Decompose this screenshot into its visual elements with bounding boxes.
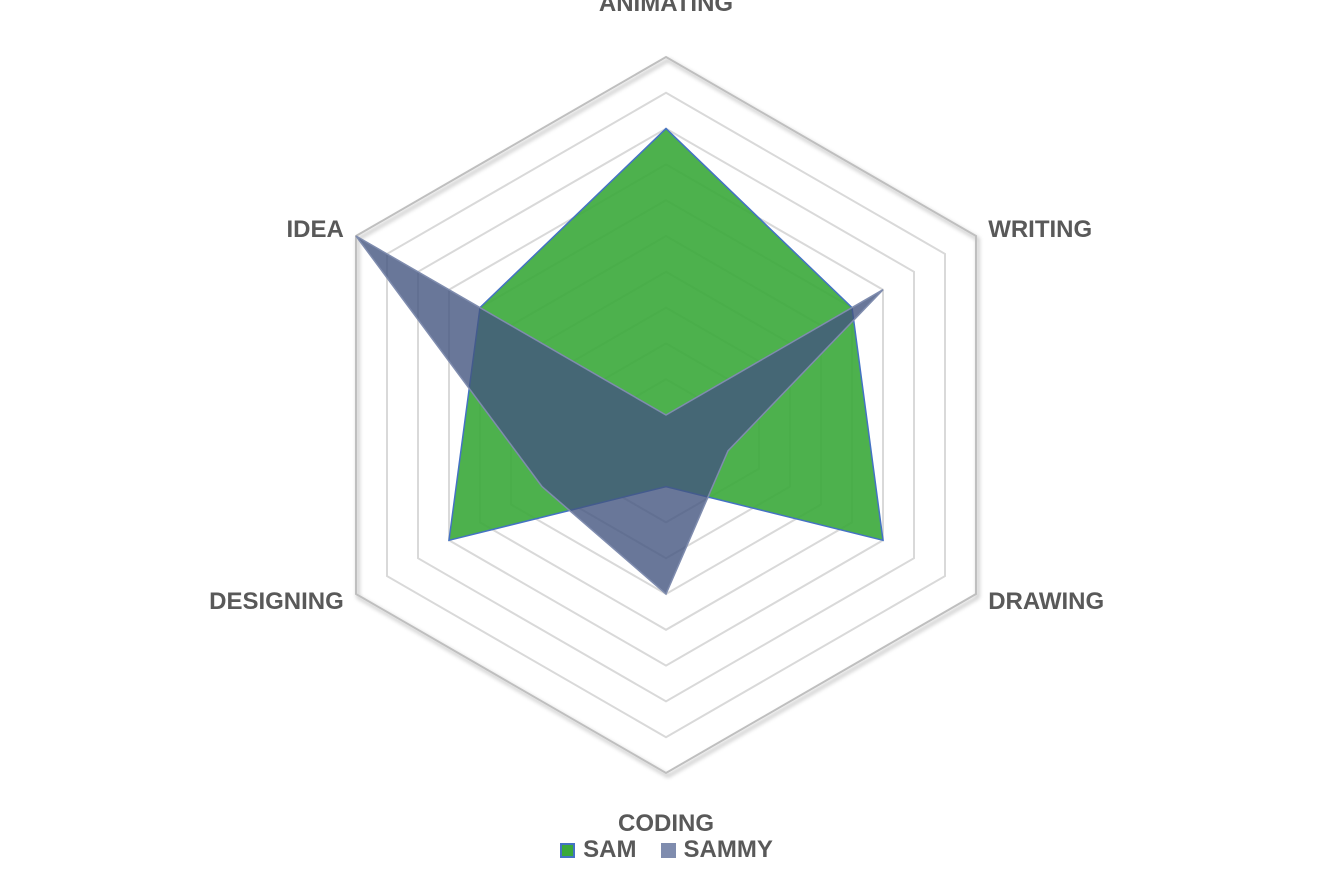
axis-labels: ANIMATING WRITING DRAWING CODING DESIGNING ID…	[209, 0, 1104, 837]
axis-label-idea: IDEA	[286, 216, 343, 243]
series-sammy-area[interactable]	[355, 235, 884, 596]
legend-swatch-sammy	[660, 842, 676, 858]
legend: SAM SAMMY	[0, 836, 1333, 864]
axis-label-coding: CODING	[618, 810, 714, 837]
axis-label-designing: DESIGNING	[209, 588, 344, 615]
legend-label-sammy: SAMMY	[683, 836, 773, 863]
legend-swatch-sam	[560, 842, 576, 858]
legend-item-sammy[interactable]: SAMMY	[660, 836, 773, 864]
legend-label-sam: SAM	[583, 836, 637, 863]
legend-item-sam[interactable]: SAM	[560, 836, 637, 864]
series	[355, 127, 884, 596]
axis-label-drawing: DRAWING	[988, 588, 1104, 615]
axis-label-writing: WRITING	[988, 216, 1092, 243]
axis-label-animating: ANIMATING	[599, 0, 733, 17]
